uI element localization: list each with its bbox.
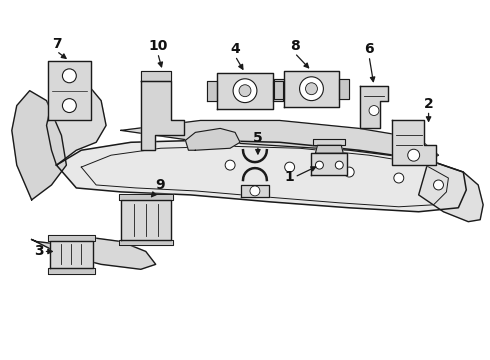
Circle shape [369,105,379,116]
Circle shape [62,99,76,113]
Polygon shape [47,83,106,165]
Polygon shape [392,121,436,165]
Circle shape [250,186,260,196]
Text: 4: 4 [230,42,240,56]
Circle shape [306,83,318,95]
Polygon shape [121,200,171,239]
Polygon shape [121,121,439,160]
Circle shape [408,149,419,161]
Circle shape [239,85,251,96]
Polygon shape [339,79,349,99]
Text: 8: 8 [290,39,299,53]
Circle shape [225,160,235,170]
Circle shape [335,161,343,169]
Circle shape [62,69,76,83]
Polygon shape [119,194,172,200]
Polygon shape [12,91,66,200]
Polygon shape [316,145,343,153]
Circle shape [233,79,257,103]
Text: 3: 3 [34,244,44,258]
Polygon shape [207,81,217,100]
Text: 1: 1 [285,170,294,184]
Circle shape [299,77,323,100]
Text: 7: 7 [51,37,61,51]
Polygon shape [49,240,93,268]
Text: 2: 2 [424,96,434,111]
Polygon shape [185,129,240,150]
Polygon shape [312,153,347,175]
Polygon shape [314,139,345,145]
Polygon shape [48,268,95,274]
Text: 6: 6 [364,42,374,56]
Polygon shape [360,86,388,129]
Polygon shape [217,73,273,109]
Circle shape [316,161,323,169]
Polygon shape [141,71,171,81]
Text: 9: 9 [156,178,165,192]
Polygon shape [32,238,156,269]
Polygon shape [48,235,95,240]
Polygon shape [119,239,172,246]
Circle shape [434,180,443,190]
Polygon shape [56,140,466,212]
Text: 5: 5 [253,131,263,145]
Circle shape [344,167,354,177]
Polygon shape [141,81,184,150]
Circle shape [285,162,294,172]
Polygon shape [418,160,483,222]
Polygon shape [241,185,269,197]
Polygon shape [48,61,91,121]
Polygon shape [273,81,283,100]
Circle shape [394,173,404,183]
Text: 10: 10 [148,39,168,53]
Polygon shape [274,79,284,99]
Polygon shape [284,71,339,107]
